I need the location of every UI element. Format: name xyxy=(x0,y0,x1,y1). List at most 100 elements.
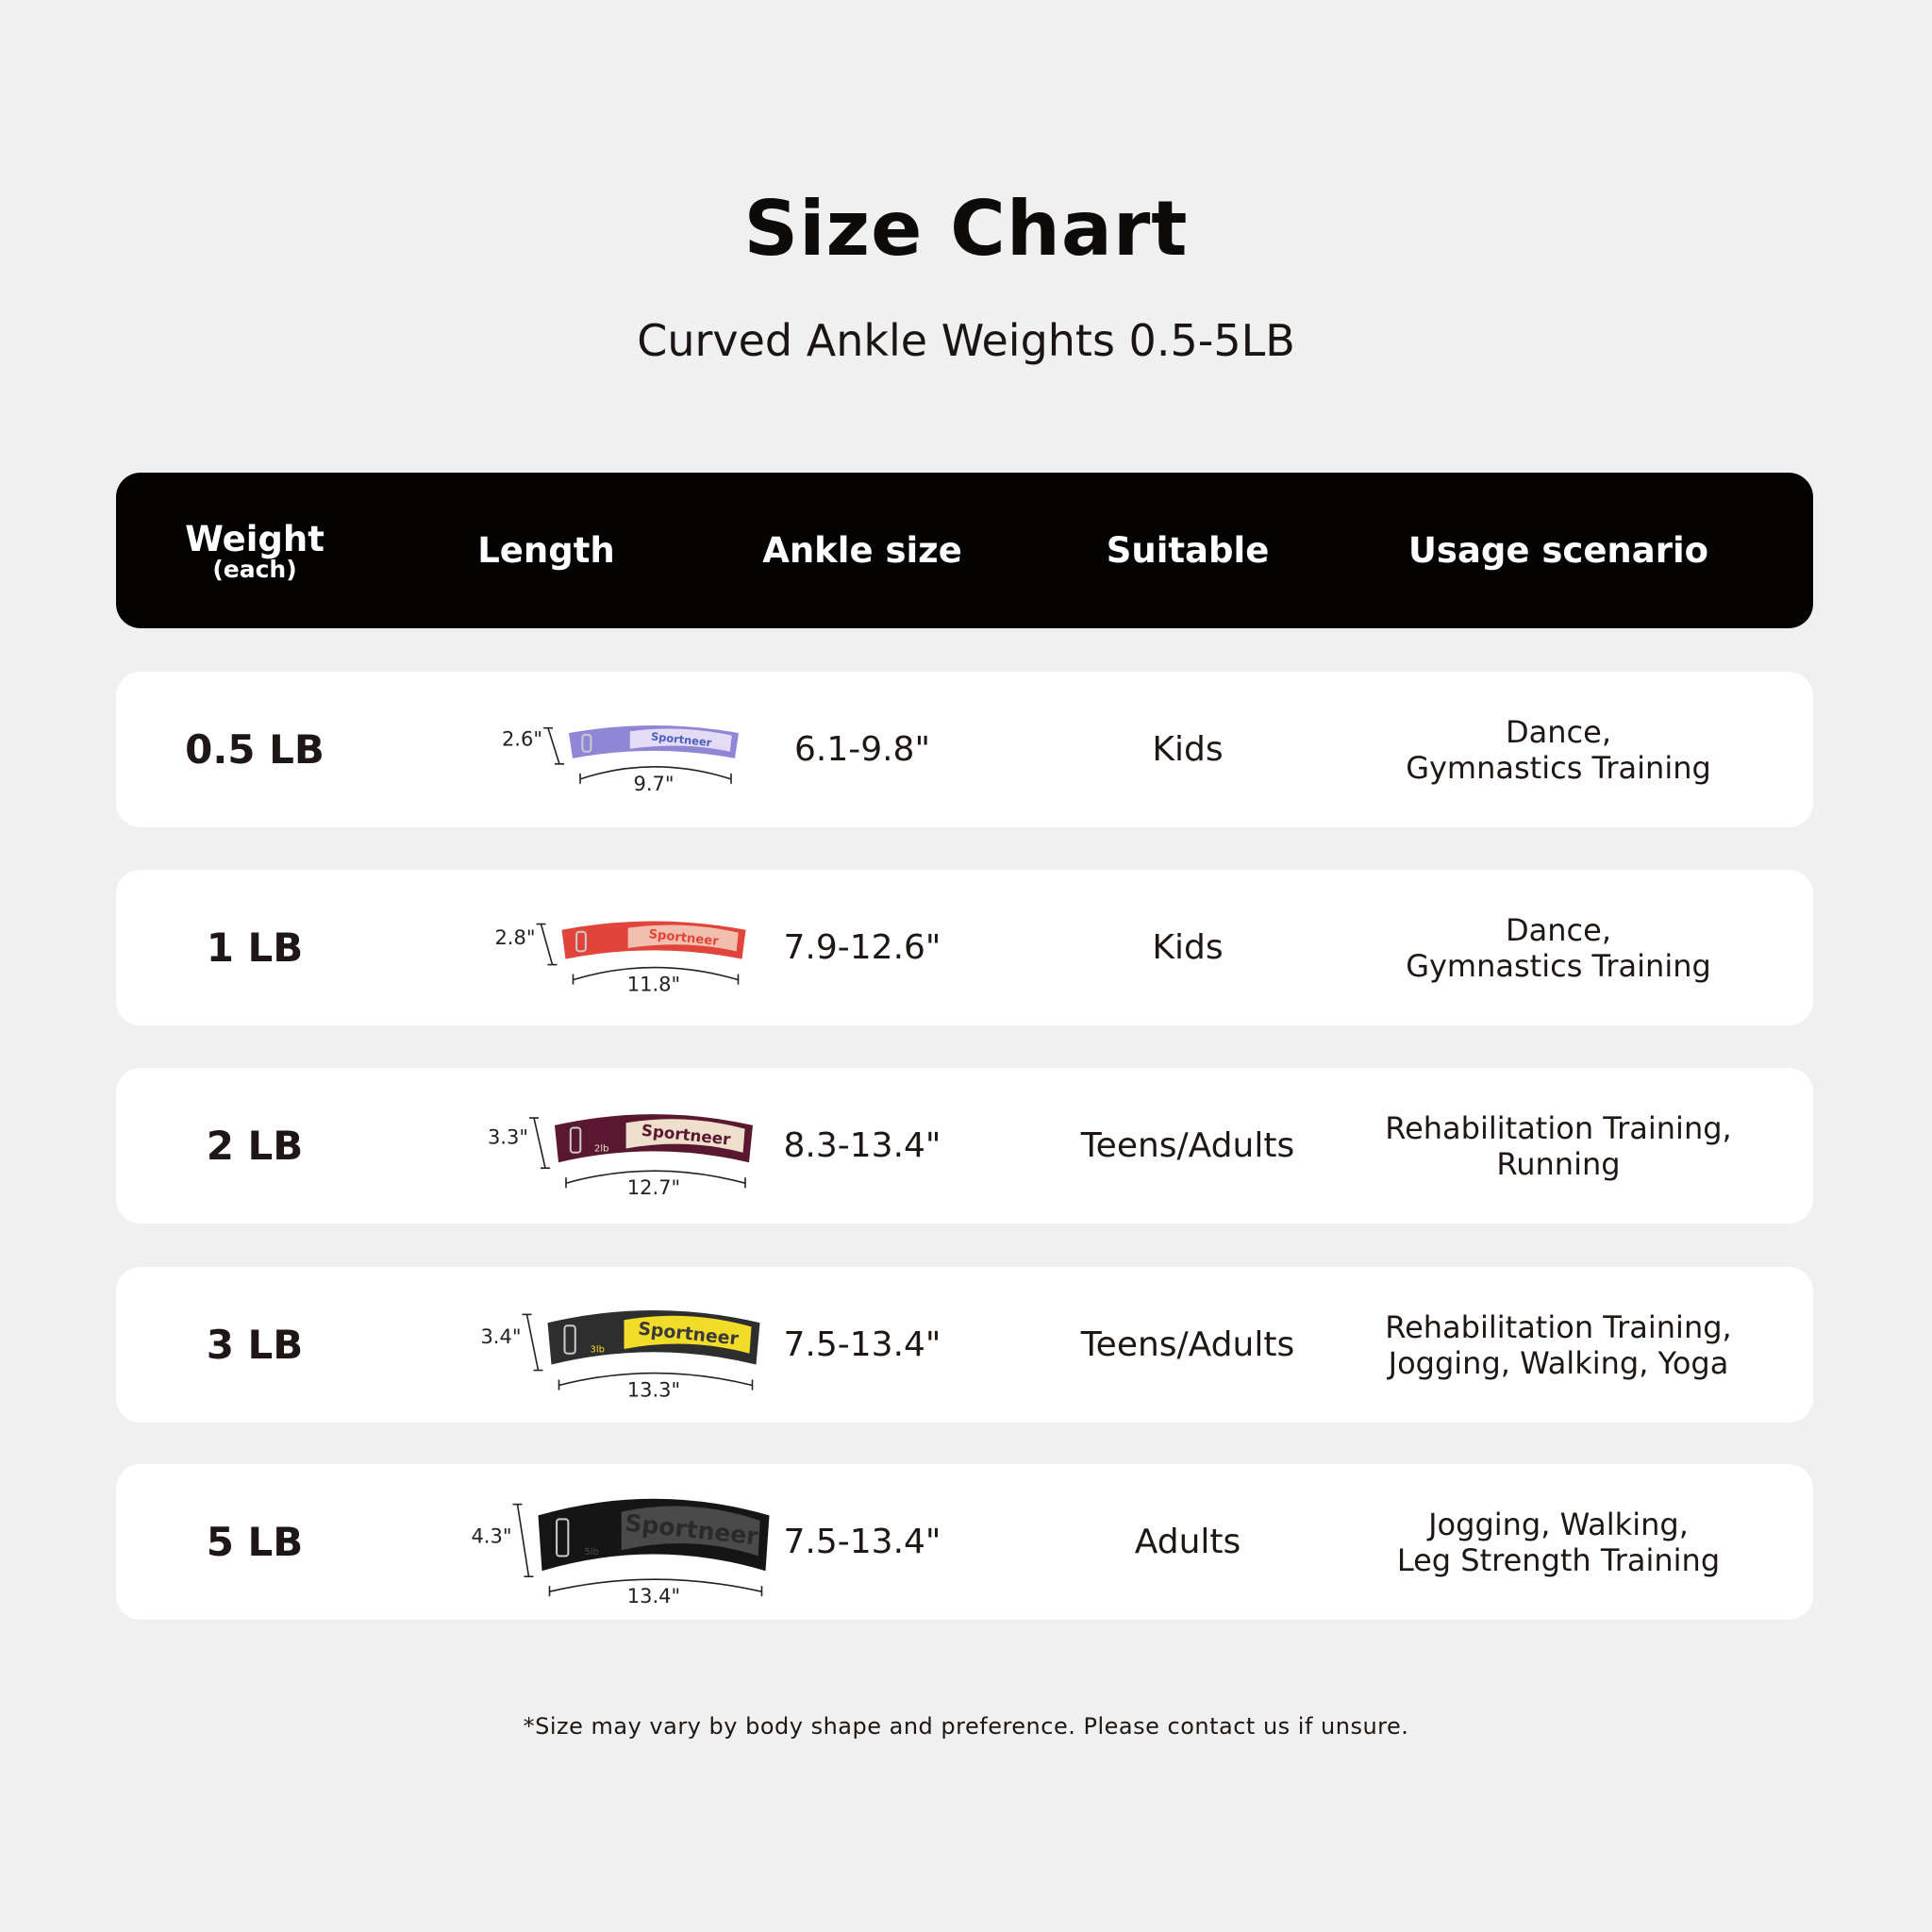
height-dimension xyxy=(529,1117,550,1170)
brand-logo: Sportneer xyxy=(650,729,712,749)
header-usage: Usage scenario xyxy=(1408,473,1708,628)
band-patch xyxy=(625,1119,745,1153)
ankle-cell: 8.3-13.4" xyxy=(784,1068,941,1224)
ankle-weight-image: Sportneer 2.8" 11.8" xyxy=(494,921,746,996)
header-length-label: Length xyxy=(477,530,615,571)
ankle-weight-image: Sportneer 2.6" 9.7" xyxy=(502,725,739,795)
lb-mark: 5lb xyxy=(585,1547,600,1557)
band-patch xyxy=(624,1315,752,1354)
header-weight-sub: (each) xyxy=(212,555,297,583)
lb-mark: 2lb xyxy=(594,1144,609,1155)
table-row: 5 LB Sportneer 5lb 4.3" 13.4" 7.5-13.4" … xyxy=(116,1464,1813,1620)
ankle-value: 7.5-13.4" xyxy=(783,1523,941,1561)
ankle-cell: 7.5-13.4" xyxy=(784,1464,941,1620)
length-dimension xyxy=(579,766,732,784)
table-row: 1 LB Sportneer 2.8" 11.8" 7.9-12.6" Kids… xyxy=(116,870,1813,1025)
lb-mark: 3lb xyxy=(591,1345,606,1356)
header-ankle-label: Ankle size xyxy=(762,530,962,571)
footnote: *Size may vary by body shape and prefere… xyxy=(523,1713,1409,1740)
suitable-value: Teens/Adults xyxy=(1080,1126,1295,1165)
weight-value: 1 LB xyxy=(206,924,304,971)
band-patch xyxy=(627,924,739,952)
suitable-value: Adults xyxy=(1134,1523,1241,1561)
height-dimension xyxy=(543,726,564,765)
suitable-value: Kids xyxy=(1152,730,1224,769)
usage-line-1: Jogging, Walking, xyxy=(1428,1506,1689,1542)
buckle-icon xyxy=(563,1324,576,1355)
weight-value: 5 LB xyxy=(206,1519,304,1565)
height-label: 3.4" xyxy=(480,1325,521,1348)
buckle-icon xyxy=(581,733,592,753)
buckle-icon xyxy=(556,1518,570,1557)
length-label: 11.8" xyxy=(627,974,680,996)
usage-cell: Jogging, Walking, Leg Strength Training xyxy=(1397,1464,1720,1620)
buckle-icon xyxy=(569,1126,582,1154)
header-weight: Weight (each) xyxy=(185,473,325,628)
page-title: Size Chart xyxy=(743,185,1189,273)
height-label: 2.6" xyxy=(502,727,542,750)
weight-cell: 3 LB xyxy=(207,1267,304,1423)
length-label: 13.4" xyxy=(627,1585,680,1607)
length-dimension xyxy=(572,966,740,985)
height-label: 3.3" xyxy=(488,1125,528,1148)
height-dimension xyxy=(512,1503,534,1577)
height-dimension xyxy=(522,1313,543,1372)
weight-value: 3 LB xyxy=(206,1322,304,1368)
ankle-value: 8.3-13.4" xyxy=(783,1126,941,1165)
weight-value: 0.5 LB xyxy=(185,726,325,773)
length-label: 12.7" xyxy=(627,1176,680,1199)
usage-line-1: Rehabilitation Training, xyxy=(1385,1308,1732,1345)
header-suitable-label: Suitable xyxy=(1106,530,1270,571)
suitable-cell: Kids xyxy=(1152,672,1223,827)
band-patch xyxy=(629,728,732,752)
suitable-value: Kids xyxy=(1152,928,1224,967)
ankle-cell: 7.9-12.6" xyxy=(784,870,941,1025)
weight-cell: 0.5 LB xyxy=(185,672,325,827)
length-dimension xyxy=(565,1170,746,1189)
header-usage-label: Usage scenario xyxy=(1407,530,1709,571)
usage-line-1: Dance, xyxy=(1506,911,1611,948)
table-row: 3 LB Sportneer 3lb 3.4" 13.3" 7.5-13.4" … xyxy=(116,1267,1813,1423)
usage-cell: Dance, Gymnastics Training xyxy=(1406,870,1711,1025)
suitable-cell: Kids xyxy=(1152,870,1223,1025)
height-label: 4.3" xyxy=(471,1524,511,1547)
length-dimension xyxy=(548,1578,763,1597)
header-ankle: Ankle size xyxy=(762,473,962,628)
length-label: 9.7" xyxy=(633,773,674,795)
usage-line-1: Rehabilitation Training, xyxy=(1385,1109,1732,1146)
usage-line-2: Running xyxy=(1496,1145,1621,1182)
height-label: 2.8" xyxy=(494,926,535,949)
weight-cell: 1 LB xyxy=(207,870,304,1025)
suitable-cell: Adults xyxy=(1135,1464,1241,1620)
ankle-value: 7.9-12.6" xyxy=(783,928,941,967)
table-header: Weight (each) Length Ankle size Suitable… xyxy=(116,473,1813,628)
usage-cell: Dance, Gymnastics Training xyxy=(1406,672,1711,827)
table-row: 2 LB Sportneer 2lb 3.3" 12.7" 8.3-13.4" … xyxy=(116,1068,1813,1224)
usage-line-2: Leg Strength Training xyxy=(1396,1541,1721,1578)
band-patch xyxy=(621,1506,760,1557)
weight-value: 2 LB xyxy=(206,1123,304,1169)
suitable-cell: Teens/Adults xyxy=(1081,1267,1294,1423)
usage-line-2: Jogging, Walking, Yoga xyxy=(1388,1344,1729,1381)
suitable-cell: Teens/Adults xyxy=(1081,1068,1294,1224)
ankle-weight-image: Sportneer 3lb 3.4" 13.3" xyxy=(480,1309,760,1402)
ankle-weight-image: Sportneer 5lb 4.3" 13.4" xyxy=(471,1498,770,1607)
usage-cell: Rehabilitation Training, Jogging, Walkin… xyxy=(1385,1267,1731,1423)
length-dimension xyxy=(558,1372,754,1391)
weight-cell: 5 LB xyxy=(207,1464,304,1620)
header-suitable: Suitable xyxy=(1107,473,1270,628)
table-row: 0.5 LB Sportneer 2.6" 9.7" 6.1-9.8" Kids… xyxy=(116,672,1813,827)
usage-line-2: Gymnastics Training xyxy=(1406,749,1711,786)
usage-line-2: Gymnastics Training xyxy=(1406,947,1711,984)
ankle-value: 7.5-13.4" xyxy=(783,1325,941,1364)
ankle-weight-image: Sportneer 2lb 3.3" 12.7" xyxy=(488,1114,753,1199)
height-dimension xyxy=(536,923,558,966)
header-weight-label: Weight xyxy=(185,518,325,559)
length-label: 13.3" xyxy=(627,1379,680,1402)
ankle-cell: 7.5-13.4" xyxy=(784,1267,941,1423)
ankle-cell: 6.1-9.8" xyxy=(794,672,930,827)
ankle-value: 6.1-9.8" xyxy=(793,730,931,769)
weight-cell: 2 LB xyxy=(207,1068,304,1224)
usage-line-1: Dance, xyxy=(1506,713,1611,750)
suitable-value: Teens/Adults xyxy=(1080,1325,1295,1364)
